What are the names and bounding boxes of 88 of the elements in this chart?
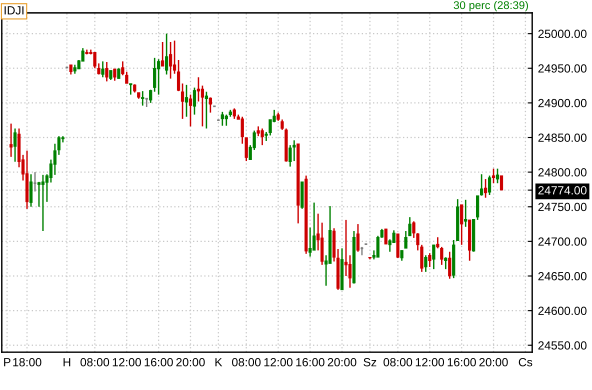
y-tick-label: 24774.00 [538,186,587,195]
candlestick [480,174,484,196]
y-tick-label: 24550.00 [538,341,587,350]
candlestick [220,111,224,126]
candlestick [396,233,400,259]
x-tick-label: Cs [518,358,532,366]
candlestick [432,244,436,270]
candlestick [129,82,132,96]
candlestick [256,126,260,137]
x-tick-label: 18:00 [13,358,42,366]
candlestick [121,60,124,76]
candlestick [141,90,144,106]
candlestick [260,128,264,146]
candlestick [172,40,176,74]
chart-subtitle: 30 perc (28:39) [454,0,528,12]
y-tick-label: 24650.00 [538,272,587,280]
x-tick-label: Sz [364,358,376,366]
candlestick [164,32,168,76]
candlestick [448,251,452,280]
x-tick-label: 20:00 [176,358,205,366]
candlestick [204,91,208,130]
y-tick-label: 24600.00 [538,306,587,316]
x-tick-label: 08:00 [384,358,412,366]
candlestick [149,89,152,104]
x-tick-label: 12:00 [264,358,293,366]
candlestick [13,128,17,162]
y-tick-label: 24700.00 [538,237,587,246]
candlestick [73,64,76,74]
candlestick [208,96,212,114]
candlestick [460,204,464,246]
candlestick [200,84,204,128]
candlestick [37,181,41,208]
y-tick-label: 24900.00 [538,98,587,108]
candlestick [356,223,360,252]
candlestick [492,168,496,184]
chart-title: IDJI [4,6,24,15]
candlestick [161,41,164,67]
x-tick-label: P [4,358,10,366]
candlestick [232,108,236,120]
candlestick [408,216,412,237]
x-tick-label: 12:00 [416,358,444,366]
candlestick [308,226,312,258]
candlestick [101,60,104,78]
candlestick [488,174,492,196]
x-tick-label: 12:00 [112,358,142,366]
x-tick-label: 20:00 [479,358,508,366]
y-tick-label: 24850.00 [538,134,587,142]
y-tick-label: 24800.00 [538,168,587,177]
candlestick [168,41,172,80]
candlestick [384,228,388,245]
candlestick [424,254,428,273]
y-tick-label: 25000.00 [538,30,587,38]
candlestick [176,59,180,92]
candlestick [496,168,500,184]
candlestick [196,76,200,102]
candlestick [157,58,160,96]
y-tick-label: 24950.00 [538,64,587,73]
x-tick-label: 20:00 [328,358,356,366]
x-tick-label: K [215,358,222,366]
candlestick [500,174,504,191]
candlestick [224,114,228,126]
x-tick-label: H [64,358,70,366]
candlestick [105,61,108,82]
candlestick [428,252,432,268]
x-tick-label: 08:00 [80,358,110,366]
candlestick [184,84,188,118]
candlestick [153,57,156,93]
candlestick [29,174,33,208]
candlestick [109,70,112,81]
candlestick [113,68,116,82]
candlestick [192,86,196,116]
candlestick [484,178,488,198]
candlestick [188,94,192,128]
x-tick-label: 16:00 [144,358,173,366]
candlestick [400,250,404,262]
candlestick [41,174,45,232]
candlestick [125,71,128,84]
candlestick [348,254,352,288]
x-tick-label: 16:00 [296,358,324,366]
candlestick [288,144,292,168]
candlestick [69,64,72,76]
x-tick-label: 08:00 [232,358,261,366]
candlestick [476,194,480,221]
candlestick [9,122,13,158]
y-tick-label: 24750.00 [538,202,587,212]
candlestick [180,82,184,120]
x-tick-label: 16:00 [448,358,476,366]
candlestick [464,199,468,228]
